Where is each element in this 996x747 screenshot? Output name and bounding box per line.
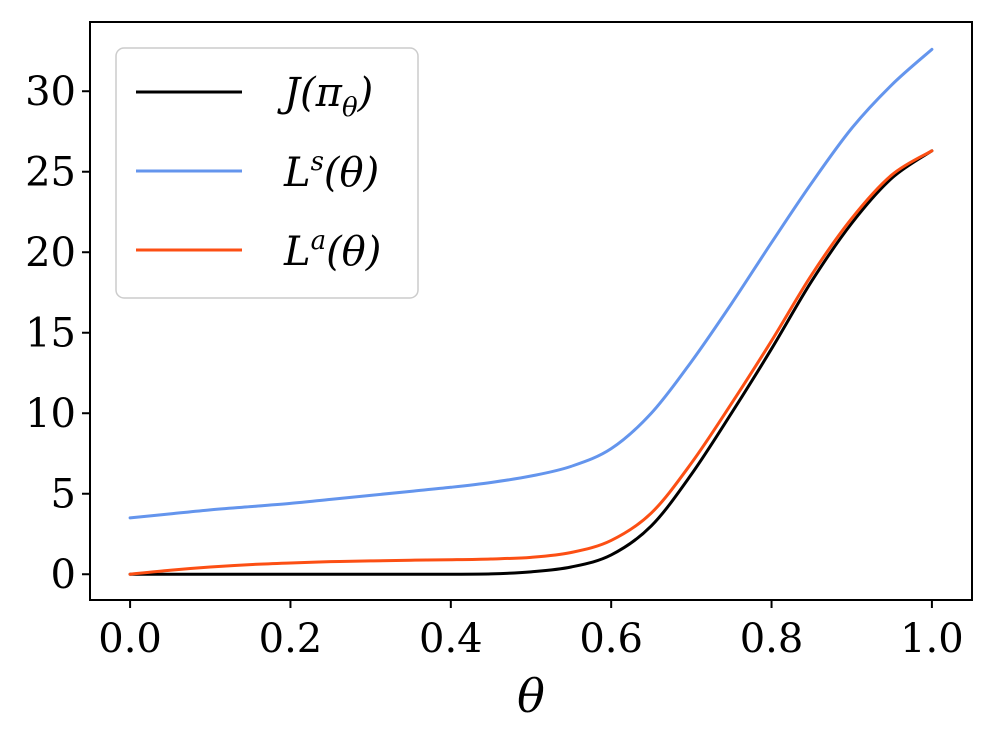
x-axis-label: θ [517,669,545,723]
legend-la-rest: (θ) [326,229,381,275]
series-line-la [128,149,934,576]
legend-label-la: La(θ) [283,226,381,275]
x-tick-label: 0.4 [419,616,483,662]
legend-j-close: ) [357,70,374,116]
x-tick-label: 0.2 [259,616,323,662]
series-layer [128,47,934,576]
y-axis: 0 5 10 15 20 25 30 [25,69,90,598]
legend-ls-rest: (θ) [324,150,379,196]
y-tick-label: 15 [25,311,76,357]
y-tick-label: 0 [51,552,76,598]
y-tick-label: 10 [25,391,76,437]
legend: J(πθ) Ls(θ) La(θ) [115,47,419,299]
x-axis: 0.0 0.2 0.4 0.6 0.8 1.0 [98,600,964,662]
legend-item-ls: Ls(θ) [136,147,379,196]
legend-ls-sup: s [311,147,324,177]
legend-la-sup: a [311,226,327,256]
x-tick-label: 0.8 [740,616,804,662]
x-tick-label: 1.0 [900,616,964,662]
legend-ls-main: L [283,150,311,196]
legend-j-sub: θ [342,93,358,123]
legend-item-la: La(θ) [136,226,381,275]
legend-label-ls: Ls(θ) [283,147,379,196]
legend-item-j: J(πθ) [136,70,373,123]
legend-j-main: J(π [277,70,343,116]
legend-label-j: J(πθ) [277,70,373,123]
series-line-j [128,149,934,576]
y-tick-label: 20 [25,230,76,276]
series-line-ls [128,47,934,520]
x-tick-label: 0.0 [98,616,162,662]
y-tick-label: 5 [51,472,76,518]
x-tick-label: 0.6 [579,616,643,662]
legend-la-main: L [283,229,311,275]
y-tick-label: 25 [25,150,76,196]
y-tick-label: 30 [25,69,76,115]
plot-frame [89,21,973,601]
legend-box [115,47,419,299]
